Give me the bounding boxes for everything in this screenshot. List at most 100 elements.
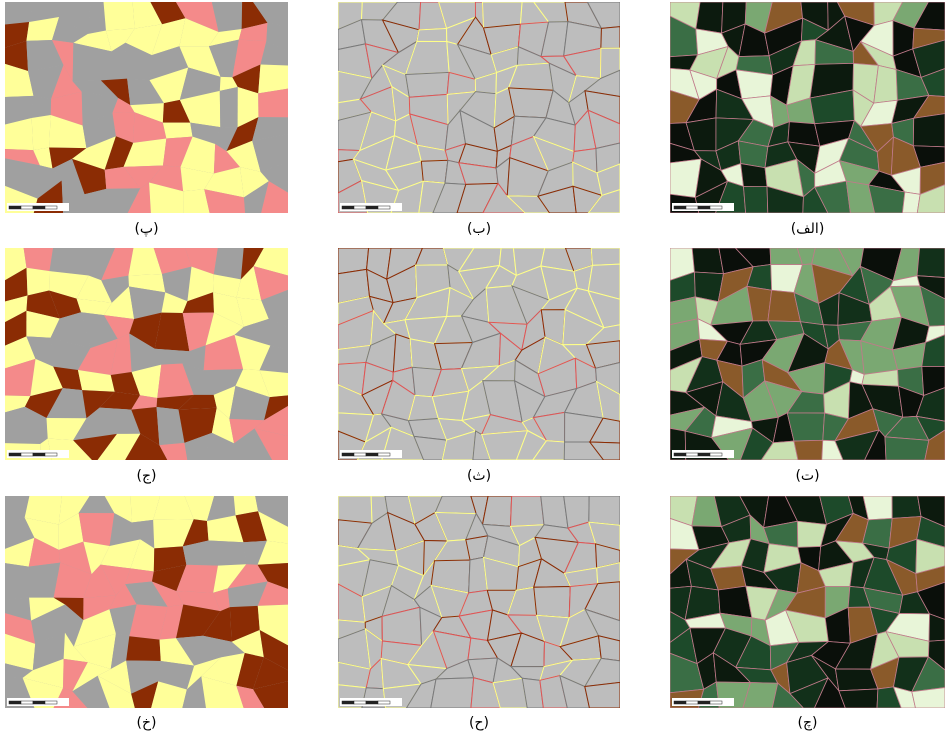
grain: [5, 2, 33, 24]
panel-image: [5, 248, 288, 460]
panel-image: [5, 2, 288, 213]
grain: [743, 186, 767, 213]
grain: [104, 2, 135, 31]
panel: [338, 248, 620, 460]
grain: [885, 437, 929, 460]
scale-bar: [7, 203, 69, 211]
grain: [32, 96, 51, 118]
scale-bar-seg: [354, 701, 366, 704]
panel-label: (ح): [469, 715, 489, 731]
scale-bar-seg: [378, 701, 390, 704]
scale-bar-seg: [674, 701, 686, 704]
scale-bar: [7, 698, 69, 706]
panel-image: [670, 248, 945, 460]
grain: [431, 678, 474, 708]
panel: [670, 496, 945, 708]
grain: [839, 689, 878, 708]
scale-bar-seg: [710, 206, 722, 209]
scale-bar-seg: [686, 206, 698, 209]
panel-image: [670, 2, 945, 213]
grain: [421, 160, 448, 183]
grain: [393, 334, 412, 372]
panel: [338, 496, 620, 708]
panel: [5, 2, 288, 213]
grain: [589, 496, 620, 525]
grain: [917, 248, 945, 278]
panel: [338, 2, 620, 213]
scale-bar-seg: [698, 453, 710, 456]
scale-bar-seg: [342, 453, 354, 456]
scale-bar-seg: [45, 206, 57, 209]
panel-label: (پ): [134, 221, 158, 237]
panel-label: (ب): [467, 221, 491, 237]
scale-bar-seg: [674, 453, 686, 456]
scale-bar: [7, 450, 69, 458]
scale-bar: [672, 450, 734, 458]
scale-bar-seg: [33, 206, 45, 209]
grain: [417, 28, 447, 41]
panel-image: [5, 496, 288, 708]
scale-bar-seg: [45, 701, 57, 704]
scale-bar-seg: [378, 206, 390, 209]
grain: [435, 496, 476, 514]
grain: [79, 513, 115, 546]
panel-label: (چ): [798, 715, 818, 731]
panel: [5, 496, 288, 708]
panel-label: (الف): [791, 221, 825, 237]
scale-bar-seg: [698, 206, 710, 209]
scale-bar-seg: [674, 206, 686, 209]
scale-bar-seg: [710, 453, 722, 456]
scale-bar: [672, 203, 734, 211]
panel-image: [670, 496, 945, 708]
grain: [5, 563, 29, 599]
scale-bar-seg: [21, 206, 33, 209]
grain: [406, 72, 450, 97]
grain: [863, 496, 892, 520]
panel-image: [338, 248, 620, 460]
scale-bar-seg: [9, 453, 21, 456]
grain: [534, 586, 571, 617]
grain: [787, 413, 824, 441]
grain: [214, 248, 244, 279]
grain: [601, 27, 620, 49]
scale-bar-seg: [686, 701, 698, 704]
scale-bar-seg: [342, 206, 354, 209]
grain: [32, 115, 51, 150]
scale-bar-seg: [33, 453, 45, 456]
grain: [913, 114, 945, 147]
grain: [509, 88, 554, 118]
scale-bar: [340, 450, 402, 458]
scale-bar-seg: [342, 701, 354, 704]
panel-label: (ج): [137, 468, 157, 484]
panel-label: (خ): [137, 715, 157, 731]
scale-bar: [340, 203, 402, 211]
scale-bar-seg: [21, 453, 33, 456]
grain: [794, 440, 823, 460]
scale-bar-seg: [45, 453, 57, 456]
grain: [483, 496, 512, 526]
scale-bar-seg: [366, 701, 378, 704]
grain: [126, 636, 161, 661]
panel: [5, 248, 288, 460]
grain: [88, 2, 106, 34]
grain: [258, 64, 288, 93]
grain: [874, 65, 898, 103]
grain: [24, 248, 53, 271]
scale-bar-seg: [354, 206, 366, 209]
scale-bar-seg: [366, 206, 378, 209]
grain: [163, 123, 193, 139]
scale-bar-seg: [21, 701, 33, 704]
scale-bar-seg: [9, 206, 21, 209]
scale-bar-seg: [710, 701, 722, 704]
scale-bar-seg: [686, 453, 698, 456]
scale-bar-seg: [9, 701, 21, 704]
grain: [482, 2, 522, 28]
grain: [736, 70, 773, 99]
scale-bar-seg: [366, 453, 378, 456]
scale-bar: [340, 698, 402, 706]
scale-bar-seg: [698, 701, 710, 704]
grain: [220, 87, 238, 127]
scale-bar-seg: [378, 453, 390, 456]
panel-image: [338, 2, 620, 213]
panel: [670, 2, 945, 213]
